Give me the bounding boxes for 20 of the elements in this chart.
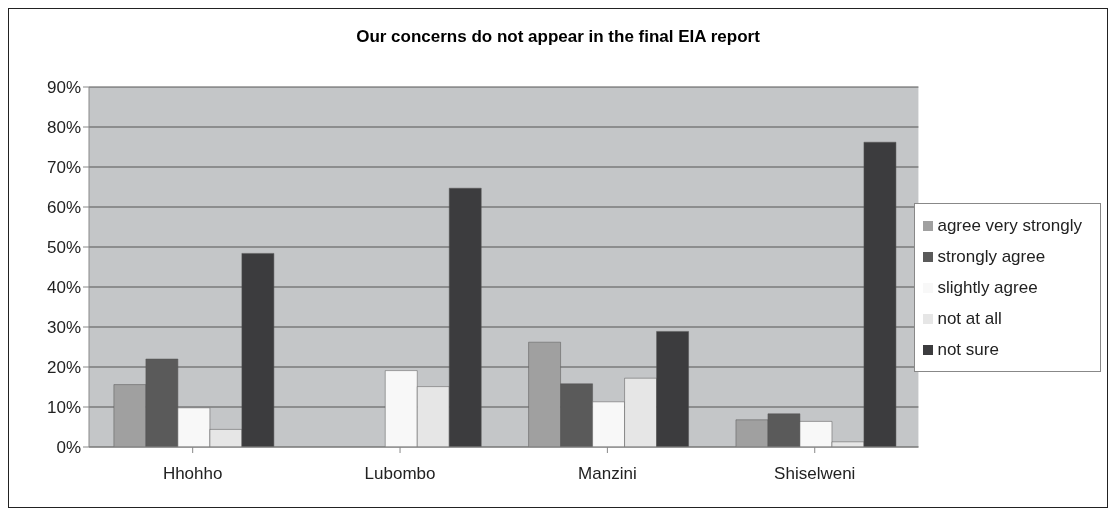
y-tick-label: 60% <box>46 198 81 218</box>
y-tick-label: 70% <box>46 158 81 178</box>
legend-label: agree very strongly <box>937 215 1082 235</box>
x-tick-label: Hhohho <box>162 464 223 484</box>
y-tick-label: 90% <box>46 78 81 98</box>
legend-label: not at all <box>937 308 1002 328</box>
legend-label: not sure <box>937 339 999 359</box>
y-tick-label: 30% <box>46 318 81 338</box>
y-tick-label: 80% <box>46 118 81 138</box>
y-tick-label: 20% <box>46 358 81 378</box>
legend-label: slightly agree <box>937 277 1038 297</box>
y-tick-label: 50% <box>46 238 81 258</box>
x-tick-label: Lubombo <box>364 464 436 484</box>
legend-label: strongly agree <box>937 246 1046 266</box>
y-tick-label: 10% <box>46 398 81 418</box>
x-tick-label: Shiselweni <box>774 464 856 484</box>
y-tick-label: 0% <box>56 438 81 458</box>
y-tick-label: 40% <box>46 278 81 298</box>
chart-title: Our concerns do not appear in the final EIA report <box>355 26 761 48</box>
x-tick-label: Manzini <box>578 464 637 484</box>
